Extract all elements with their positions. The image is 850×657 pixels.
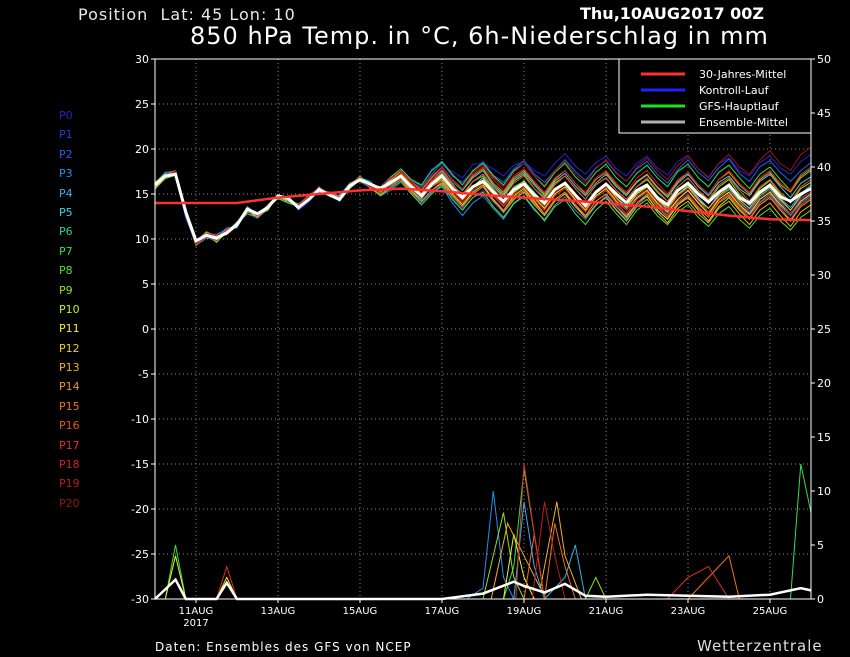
member-label: P7 <box>59 244 73 258</box>
temp-line-p2 <box>154 158 812 245</box>
member-label: P2 <box>59 147 73 161</box>
legend-entry: 30-Jahres-Mittel <box>699 68 786 81</box>
y-tick-left: -15 <box>131 458 149 471</box>
data-source: Daten: Ensembles des GFS von NCEP <box>155 640 412 654</box>
precip-line-p4 <box>513 501 811 600</box>
y-tick-left: 25 <box>135 98 149 111</box>
x-tick: 13AUG <box>261 606 296 617</box>
legend-entry: Kontroll-Lauf <box>699 84 770 97</box>
member-label: P1 <box>59 128 73 142</box>
member-label: P17 <box>59 438 80 452</box>
y-tick-right: 45 <box>817 107 831 120</box>
member-label: P15 <box>59 399 80 413</box>
climatology-line <box>155 187 812 222</box>
member-label: P14 <box>59 380 80 394</box>
member-label: P0 <box>59 109 73 122</box>
member-label: P19 <box>59 477 80 491</box>
y-tick-left: -30 <box>131 593 149 606</box>
member-label: P18 <box>59 458 80 472</box>
member-label: P5 <box>59 205 73 219</box>
chart-title: 850 hPa Temp. in °C, 6h-Niederschlag in … <box>190 22 769 50</box>
y-tick-left: -5 <box>138 368 149 381</box>
y-tick-left: -25 <box>131 548 149 561</box>
y-tick-left: 20 <box>135 143 149 156</box>
member-list: P0 P1 P2 P3 P4 P5 P6 P7 P8 P9 P10 P11 P12 P13 P14 P15 P1… <box>59 109 80 517</box>
y-tick-right: 15 <box>817 431 831 444</box>
member-label: P4 <box>59 186 73 200</box>
y-tick-right: 50 <box>817 53 831 66</box>
precip-line-p13 <box>490 501 811 600</box>
y-tick-left: -10 <box>131 413 149 426</box>
member-label: P11 <box>59 322 80 336</box>
y-tick-right: 30 <box>817 269 831 282</box>
member-label: P6 <box>59 225 73 239</box>
member-label: P3 <box>59 167 73 181</box>
member-label: P13 <box>59 361 80 375</box>
position-label: Position Lat: 45 Lon: 10 <box>78 5 296 24</box>
y-tick-left: 10 <box>135 233 149 246</box>
member-label: P10 <box>59 302 80 316</box>
plot-lines <box>154 146 812 601</box>
x-tick: 19AUG <box>507 606 542 617</box>
y-tick-right: 20 <box>817 377 831 390</box>
y-tick-right: 0 <box>817 593 824 606</box>
x-tick: 23AUG <box>671 606 706 617</box>
grid <box>155 59 811 599</box>
legend-entry: GFS-Hauptlauf <box>699 100 780 113</box>
member-label: P9 <box>59 283 73 297</box>
x-tick: 15AUG <box>343 606 378 617</box>
member-label: P8 <box>59 264 73 278</box>
run-date: Thu,10AUG2017 00Z <box>580 4 765 23</box>
y-tick-left: 5 <box>142 278 149 291</box>
y-tick-right: 40 <box>817 161 831 174</box>
legend-entry: Ensemble-Mittel <box>699 116 788 129</box>
y-tick-right: 5 <box>817 539 824 552</box>
y-tick-left: 30 <box>135 53 149 66</box>
member-label: P12 <box>59 341 80 355</box>
y-tick-left: 0 <box>142 323 149 336</box>
x-tick: 11AUG <box>179 606 214 617</box>
y-tick-right: 10 <box>817 485 831 498</box>
member-label: P16 <box>59 419 80 433</box>
precip-line-p17 <box>216 463 811 600</box>
x-tick: 17AUG <box>425 606 460 617</box>
y-tick-left: 15 <box>135 188 149 201</box>
y-tick-right: 25 <box>817 323 831 336</box>
y-tick-left: -20 <box>131 503 149 516</box>
x-tick: 25AUG <box>753 606 788 617</box>
x-tick-year: 2017 <box>183 618 208 629</box>
legend: 30-Jahres-Mittel Kontroll-Lauf GFS-Hauptla… <box>618 58 812 134</box>
x-tick: 21AUG <box>589 606 624 617</box>
ensemble-mean-precip-line <box>154 577 812 601</box>
axes: 302520151050-5-10-15-20-25-3050454035302… <box>131 53 831 629</box>
y-tick-right: 35 <box>817 215 831 228</box>
brand-label: Wetterzentrale <box>697 637 823 655</box>
member-label: P20 <box>59 496 80 510</box>
ensemble-mean-temp-line <box>154 172 812 243</box>
